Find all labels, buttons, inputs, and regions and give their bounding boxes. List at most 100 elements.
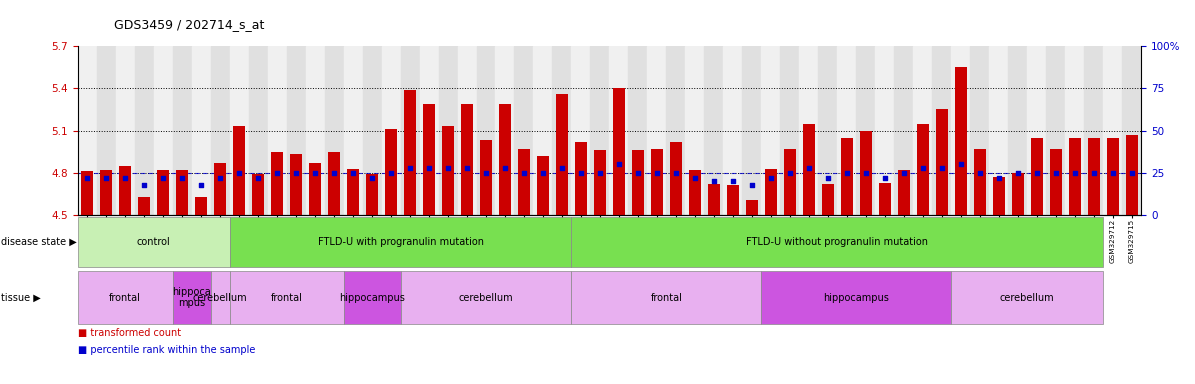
- Point: [362, 175, 381, 181]
- Bar: [439, 46, 458, 215]
- Bar: [404, 90, 416, 215]
- Point: [477, 170, 496, 176]
- Bar: [704, 46, 723, 215]
- Bar: [533, 46, 552, 215]
- Point: [210, 175, 229, 181]
- Point: [932, 165, 951, 171]
- Bar: [461, 104, 473, 215]
- Bar: [157, 170, 170, 215]
- Bar: [381, 46, 400, 215]
- Bar: [116, 46, 135, 215]
- Point: [496, 165, 515, 171]
- Point: [116, 175, 135, 181]
- Bar: [648, 46, 667, 215]
- Bar: [81, 171, 93, 215]
- Bar: [707, 184, 721, 215]
- Bar: [517, 149, 531, 215]
- Bar: [1126, 135, 1138, 215]
- Bar: [100, 170, 112, 215]
- Point: [78, 175, 97, 181]
- Point: [857, 170, 876, 176]
- Bar: [233, 126, 245, 215]
- Bar: [498, 104, 511, 215]
- Point: [951, 161, 970, 167]
- Bar: [894, 46, 913, 215]
- Bar: [688, 170, 701, 215]
- Bar: [632, 150, 644, 215]
- Bar: [306, 46, 325, 215]
- Text: hippoca
mpus: hippoca mpus: [172, 287, 212, 308]
- Bar: [629, 46, 648, 215]
- Bar: [400, 46, 419, 215]
- Point: [381, 170, 400, 176]
- Bar: [191, 46, 210, 215]
- Point: [704, 178, 723, 184]
- Bar: [1049, 149, 1062, 215]
- Text: frontal: frontal: [109, 293, 141, 303]
- Bar: [932, 46, 951, 215]
- Bar: [819, 46, 838, 215]
- Bar: [723, 46, 742, 215]
- Bar: [347, 169, 360, 215]
- Bar: [1030, 137, 1043, 215]
- Bar: [669, 142, 682, 215]
- Bar: [727, 185, 739, 215]
- Bar: [799, 46, 819, 215]
- Bar: [308, 163, 321, 215]
- Bar: [176, 170, 189, 215]
- Point: [306, 170, 325, 176]
- Bar: [366, 174, 379, 215]
- Point: [191, 182, 210, 188]
- Point: [172, 175, 191, 181]
- Point: [552, 165, 571, 171]
- Bar: [515, 46, 533, 215]
- Bar: [1103, 46, 1122, 215]
- Bar: [480, 141, 492, 215]
- Bar: [154, 46, 172, 215]
- Bar: [1065, 46, 1084, 215]
- Bar: [859, 131, 872, 215]
- Point: [229, 170, 249, 176]
- Point: [667, 170, 686, 176]
- Point: [989, 175, 1009, 181]
- Point: [799, 165, 819, 171]
- Bar: [651, 149, 663, 215]
- Point: [571, 170, 590, 176]
- Bar: [575, 142, 587, 215]
- Text: cerebellum: cerebellum: [192, 293, 247, 303]
- Bar: [458, 46, 477, 215]
- Text: control: control: [136, 237, 171, 247]
- Point: [1103, 170, 1122, 176]
- Bar: [1068, 137, 1081, 215]
- Text: cerebellum: cerebellum: [459, 293, 514, 303]
- Bar: [571, 46, 590, 215]
- Text: hippocampus: hippocampus: [339, 293, 405, 303]
- Text: frontal: frontal: [650, 293, 682, 303]
- Bar: [1009, 46, 1028, 215]
- Bar: [742, 46, 761, 215]
- Bar: [344, 46, 362, 215]
- Bar: [210, 46, 229, 215]
- Bar: [556, 94, 568, 215]
- Point: [590, 170, 609, 176]
- Text: disease state ▶: disease state ▶: [1, 237, 76, 247]
- Bar: [936, 109, 948, 215]
- Point: [648, 170, 667, 176]
- Bar: [97, 46, 116, 215]
- Point: [913, 165, 932, 171]
- Point: [761, 175, 780, 181]
- Point: [1065, 170, 1084, 176]
- Text: FTLD-U without progranulin mutation: FTLD-U without progranulin mutation: [747, 237, 929, 247]
- Bar: [290, 154, 302, 215]
- Point: [780, 170, 799, 176]
- Bar: [496, 46, 515, 215]
- Bar: [268, 46, 287, 215]
- Bar: [287, 46, 306, 215]
- Point: [1046, 170, 1065, 176]
- Bar: [1047, 46, 1065, 215]
- Bar: [970, 46, 989, 215]
- Point: [970, 170, 989, 176]
- Text: ■ transformed count: ■ transformed count: [78, 328, 180, 338]
- Bar: [761, 46, 780, 215]
- Bar: [195, 197, 207, 215]
